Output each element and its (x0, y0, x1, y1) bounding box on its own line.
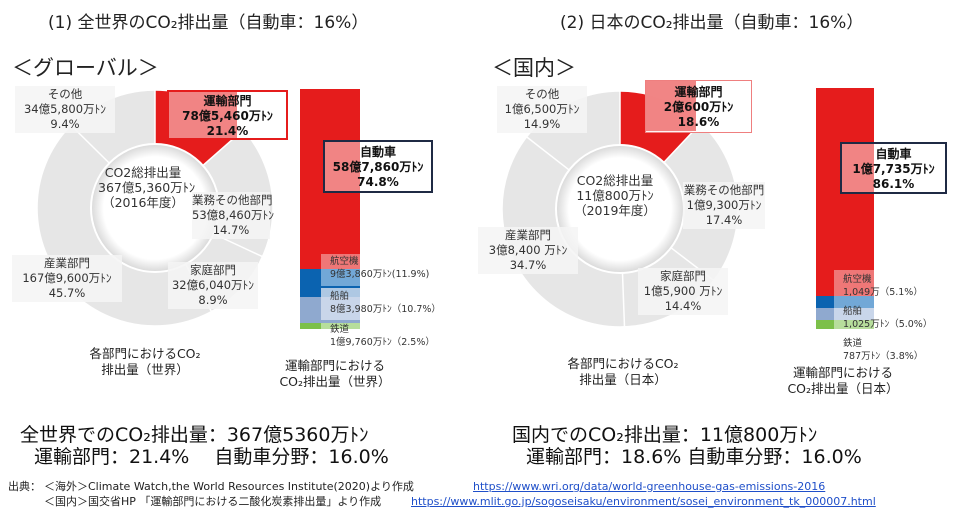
japan-label-rail: 鉄道 787万ﾄﾝ（3.8%） (843, 338, 924, 362)
source-link-mlit[interactable]: https://www.mlit.go.jp/sogoseisaku/envir… (411, 495, 876, 508)
right-title: (2) 日本のCO₂排出量（自動車：16%） (560, 13, 864, 33)
world-donut-caption: 各部門におけるCO₂ 排出量（世界） (89, 346, 201, 377)
world-label-rail: 鉄道 1億9,760万ﾄﾝ（2.5%） (330, 324, 435, 348)
world-car-callout: 自動車 58億7,860万ﾄﾝ 74.8% (323, 140, 433, 193)
japan-label-air: 航空機 1,049万（5.1%） (843, 274, 923, 298)
world-label-ship: 船舶 8億3,980万ﾄﾝ（10.7%） (330, 291, 441, 315)
world-label-business: 業務その他部門 53億8,460万ﾄﾝ 14.7% (192, 192, 275, 239)
japan-transport-callout: 運輸部門 2億600万ﾄﾝ 18.6% (645, 80, 752, 133)
japan-center-label: CO2総排出量 11億800万ﾄﾝ （2019年度） (574, 173, 656, 218)
source-line-overseas: ＜海外＞Climate Watch,the World Resources In… (44, 480, 414, 493)
source-line-domestic: ＜国内＞国交省HP 「運輸部門における二酸化炭素排出量」より作成 (44, 495, 382, 508)
left-region-label: ＜グローバル＞ (12, 56, 159, 80)
japan-label-household: 家庭部門 1億5,900 万ﾄﾝ 14.4% (638, 268, 728, 315)
japan-donut-caption: 各部門におけるCO₂ 排出量（日本） (567, 356, 679, 387)
japan-label-industry: 産業部門 3億8,400 万ﾄﾝ 34.7% (478, 227, 578, 274)
left-title: (1) 全世界のCO₂排出量（自動車：16%） (48, 13, 369, 33)
japan-label-ship: 船舶 1,025万ﾄﾝ（5.0%） (843, 306, 933, 330)
world-bar-caption: 運輸部門における CO₂排出量（世界） (279, 358, 391, 389)
japan-car-callout: 自動車 1億7,735万ﾄﾝ 86.1% (840, 142, 947, 194)
world-label-air: 航空機 9億3,860万ﾄﾝ(11.9%) (330, 256, 430, 280)
world-label-industry: 産業部門 167億9,600万ﾄﾝ 45.7% (12, 255, 122, 302)
japan-bar-caption: 運輸部門における CO₂排出量（日本） (787, 365, 899, 396)
world-center-label: CO2総排出量 367億5,360万ﾄﾝ （2016年度） (98, 165, 196, 210)
right-region-label: ＜国内＞ (492, 56, 576, 80)
world-label-household: 家庭部門 32億6,040万ﾄﾝ 8.9% (168, 262, 258, 309)
source-label: 出典： (8, 480, 41, 493)
japan-summary: 国内でのCO₂排出量：11億800万ﾄﾝ 運輸部門：18.6% 自動車分野：16… (512, 424, 862, 468)
world-summary: 全世界でのCO₂排出量：367億5360万ﾄﾝ 運輸部門：21.4% 自動車分野… (20, 424, 389, 468)
japan-label-other: その他 1億6,500万ﾄﾝ 14.9% (497, 86, 587, 133)
world-label-other: その他 34億5,800万ﾄﾝ 9.4% (15, 86, 115, 133)
source-link-wri[interactable]: https://www.wri.org/data/world-greenhous… (473, 480, 826, 493)
japan-label-business: 業務その他部門 1億9,300万ﾄﾝ 17.4% (683, 182, 765, 229)
world-transport-callout: 運輸部門 78億5,460万ﾄﾝ 21.4% (167, 90, 288, 140)
